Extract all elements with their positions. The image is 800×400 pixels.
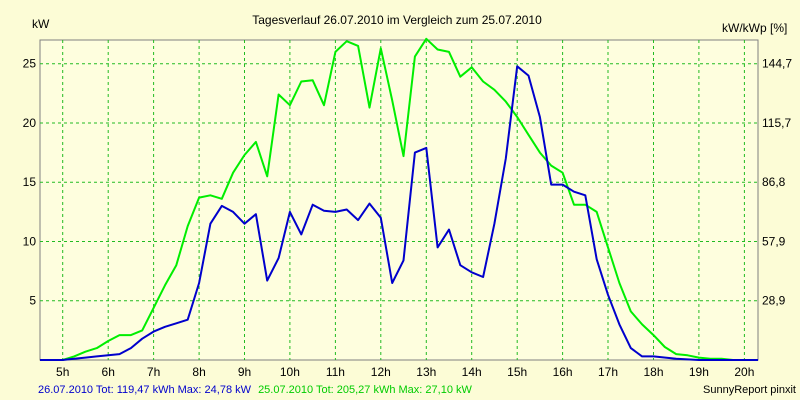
x-tick-label: 9h — [238, 365, 251, 379]
x-tick-label: 6h — [102, 365, 115, 379]
y-tick-label-right: 28,9 — [762, 294, 786, 308]
chart-title: Tagesverlauf 26.07.2010 im Vergleich zum… — [252, 13, 542, 27]
y-tick-label-left: 10 — [23, 235, 37, 249]
y-tick-label-left: 25 — [23, 57, 37, 71]
right-axis-unit: kW/kWp [%] — [722, 21, 787, 35]
series-lines — [40, 37, 758, 361]
y-tick-label-left: 5 — [29, 294, 36, 308]
x-tick-label: 20h — [734, 365, 754, 379]
footer-series-2: 25.07.2010 Tot: 205,27 kWh Max: 27,10 kW — [258, 384, 472, 396]
x-tick-label: 18h — [643, 365, 663, 379]
x-tick-label: 12h — [371, 365, 391, 379]
series-line — [40, 65, 758, 361]
x-tick-label: 10h — [280, 365, 300, 379]
x-tick-label: 17h — [598, 365, 618, 379]
x-tick-label: 7h — [147, 365, 160, 379]
x-tick-label: 16h — [553, 365, 573, 379]
axis-ticks: 5h 6h 7h 8h 9h 10h 11h 12h 13h 14h 15h 16h 17h 18h 19h… — [23, 57, 793, 379]
y-tick-label-left: 20 — [23, 116, 37, 130]
y-tick-label-right: 57,9 — [762, 235, 786, 249]
y-tick-label-left: 15 — [23, 175, 37, 189]
left-axis-unit: kW — [32, 17, 50, 31]
footer-series-1: 26.07.2010 Tot: 119,47 kWh Max: 24,78 kW — [38, 384, 252, 396]
x-tick-label: 19h — [689, 365, 709, 379]
series-line — [40, 37, 758, 361]
x-tick-label: 14h — [462, 365, 482, 379]
y-tick-label-right: 144,7 — [762, 57, 792, 71]
x-tick-label: 8h — [192, 365, 205, 379]
footer-credit: SunnyReport pinxit — [703, 384, 796, 396]
footer-legend: 26.07.2010 Tot: 119,47 kWh Max: 24,78 kW… — [38, 384, 472, 396]
y-tick-label-right: 86,8 — [762, 175, 786, 189]
x-tick-label: 15h — [507, 365, 527, 379]
y-tick-label-right: 115,7 — [762, 116, 791, 130]
x-tick-label: 13h — [416, 365, 436, 379]
x-tick-label: 5h — [56, 365, 69, 379]
x-tick-label: 11h — [326, 365, 345, 379]
plot-area — [39, 39, 759, 361]
